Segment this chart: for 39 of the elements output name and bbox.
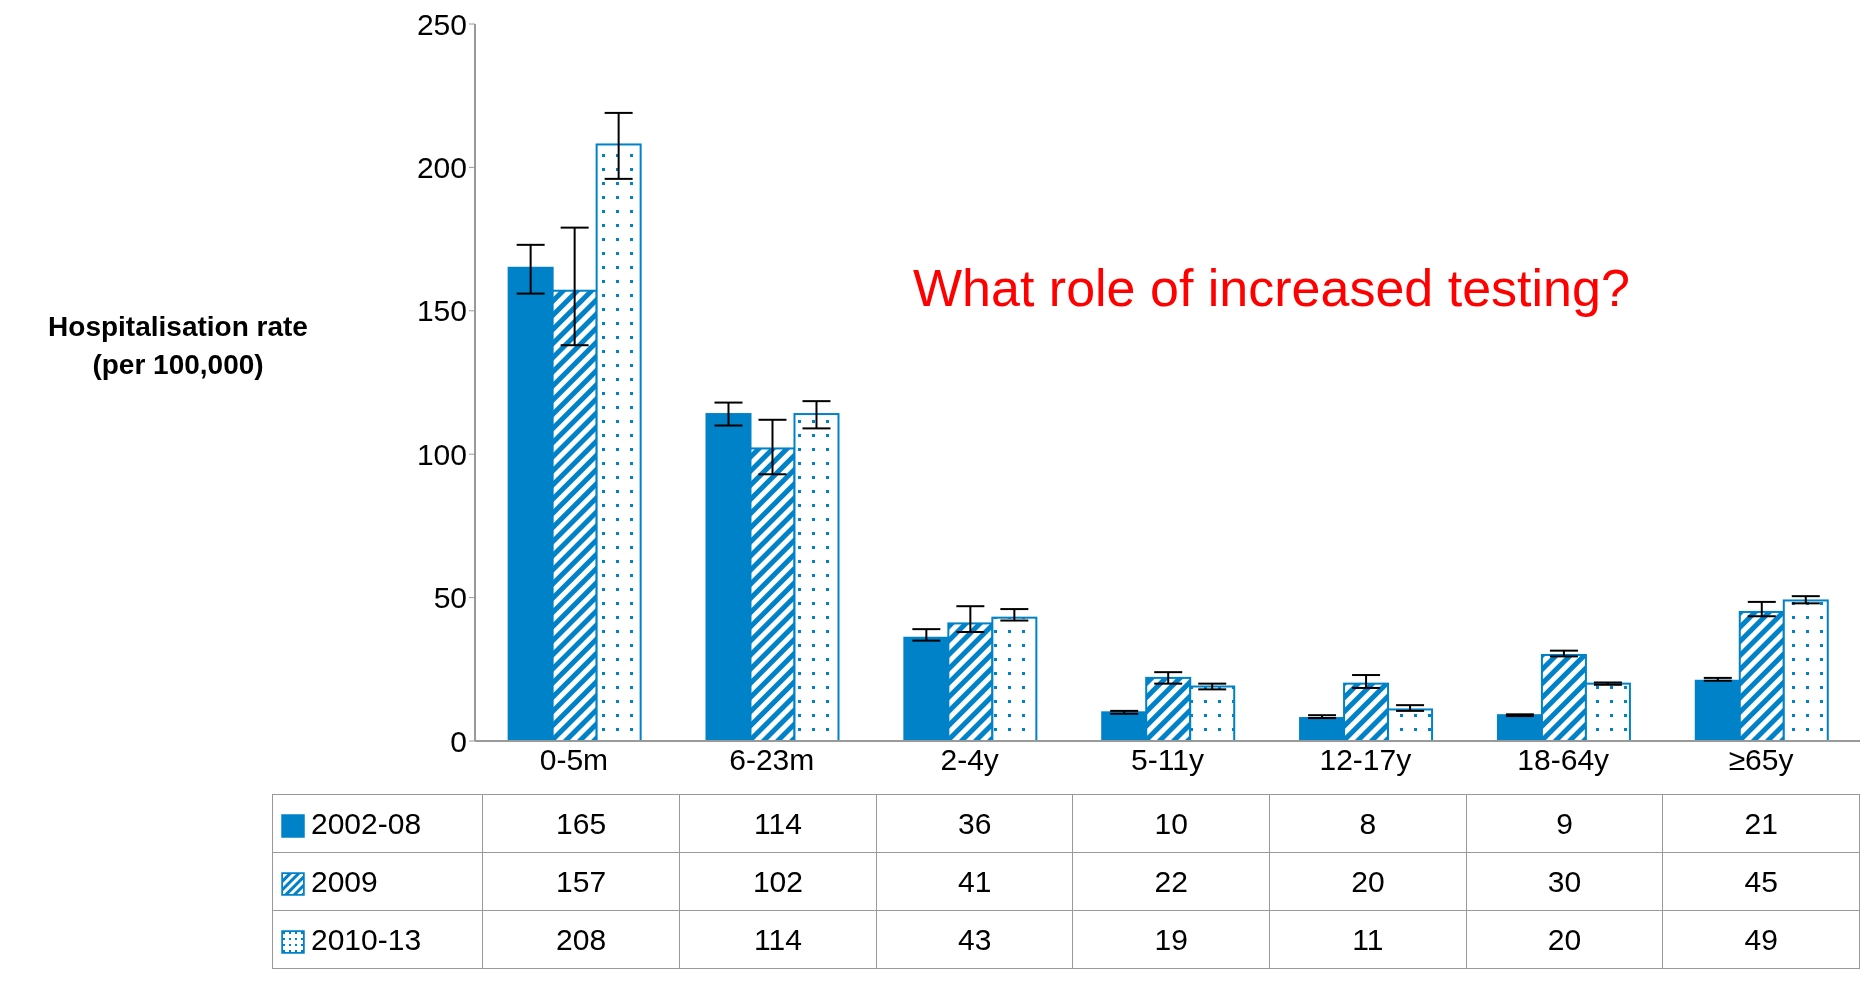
x-tick-label: 5-11y <box>1131 743 1204 777</box>
data-label: 21 <box>1662 794 1860 853</box>
data-label: 10 <box>1072 794 1270 853</box>
data-label: 11 <box>1269 910 1467 969</box>
data-label: 45 <box>1662 852 1860 911</box>
y-tick-label: 0 <box>450 724 467 758</box>
data-label: 43 <box>876 910 1073 969</box>
data-label: 8 <box>1269 794 1467 853</box>
data-label: 20 <box>1269 852 1467 911</box>
data-label: 114 <box>679 910 877 969</box>
x-tick-label: ≥65y <box>1728 743 1794 777</box>
y-tick-label: 150 <box>416 294 467 328</box>
data-label: 208 <box>482 910 680 969</box>
legend-label: 2009 <box>272 852 483 911</box>
data-label: 9 <box>1466 794 1663 853</box>
data-label: 22 <box>1072 852 1270 911</box>
x-tick-label: 12-17y <box>1319 743 1412 777</box>
data-label: 49 <box>1662 910 1860 969</box>
legend-label: 2010-13 <box>272 910 483 969</box>
data-label: 157 <box>482 852 680 911</box>
x-tick-label: 0-5m <box>539 743 609 777</box>
y-tick-label: 50 <box>433 581 467 615</box>
data-label: 30 <box>1466 852 1663 911</box>
y-tick-label: 100 <box>416 437 467 471</box>
legend-label: 2002-08 <box>272 794 483 853</box>
x-tick-label: 6-23m <box>729 743 815 777</box>
x-tick-label: 18-64y <box>1517 743 1610 777</box>
data-label: 165 <box>482 794 680 853</box>
y-tick-label: 200 <box>416 151 467 185</box>
annotation: What role of increased testing? <box>913 258 1630 318</box>
data-label: 114 <box>679 794 877 853</box>
data-label: 36 <box>876 794 1073 853</box>
data-label: 102 <box>679 852 877 911</box>
x-tick-label: 2-4y <box>940 743 999 777</box>
data-label: 20 <box>1466 910 1663 969</box>
data-label: 41 <box>876 852 1073 911</box>
y-tick-label: 250 <box>416 7 467 41</box>
data-label: 19 <box>1072 910 1270 969</box>
y-axis-title: Hospitalisation rate (per 100,000) <box>47 310 309 382</box>
